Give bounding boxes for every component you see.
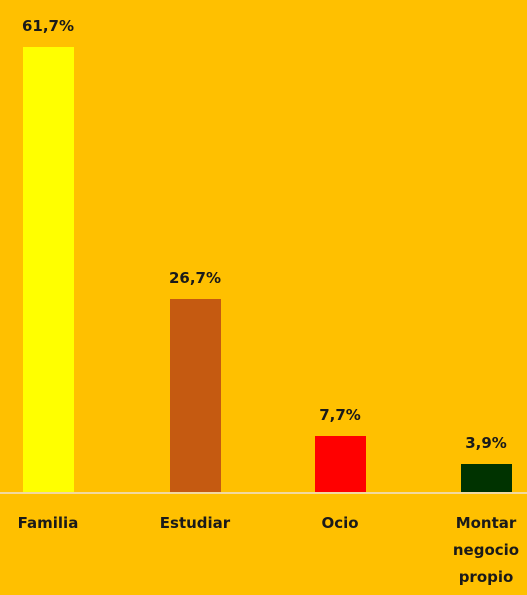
data-label: 26,7% <box>168 269 222 288</box>
bar <box>314 436 366 492</box>
x-tick-label: Estudiar <box>159 514 231 532</box>
data-label: 3,9% <box>465 433 507 452</box>
x-axis-line <box>0 492 527 494</box>
x-tick-label: Familia <box>17 514 79 532</box>
x-tick-label: Ocio <box>321 514 359 532</box>
data-label: 7,7% <box>319 406 361 425</box>
data-label: 61,7% <box>21 17 75 36</box>
x-tick-label: Montar negocio propio <box>452 514 520 586</box>
bar <box>169 299 221 492</box>
bar <box>22 47 74 492</box>
bar <box>460 463 512 492</box>
